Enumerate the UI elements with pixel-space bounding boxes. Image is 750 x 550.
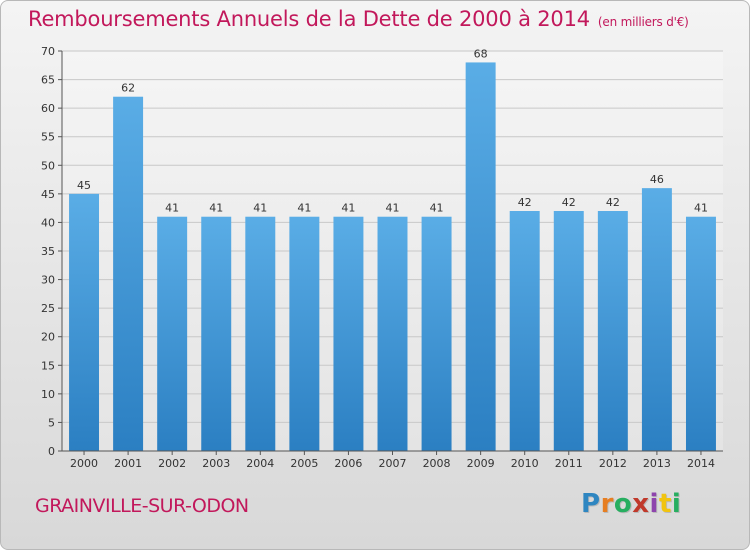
logo-letter: x [632,489,650,519]
x-tick-label: 2011 [555,457,583,470]
chart-title-text: Remboursements Annuels de la Dette de 20… [28,7,590,31]
chart-subtitle: (en milliers d'€) [597,15,689,29]
bar [553,211,584,451]
x-tick-label: 2012 [599,457,627,470]
bar-value-label: 42 [562,196,576,209]
bar [465,62,496,452]
logo-letter: t [658,489,672,519]
commune-name: GRAINVILLE-SUR-ODON [35,495,249,517]
y-tick-label: 5 [48,416,55,429]
logo-letter: P [581,489,601,519]
proxiti-logo[interactable]: Proxiti [581,489,681,519]
bar-value-label: 41 [430,202,444,215]
bar-value-label: 41 [209,202,223,215]
bar [289,216,320,451]
bars: 45 62 41 41 41 41 41 41 41 68 42 42 42 46 41 [69,47,716,452]
x-axis: 2000 2001 2002 2003 2004 2005 2006 2007 2008 2009… [62,450,723,470]
y-tick-label: 50 [41,159,55,172]
x-tick-label: 2013 [643,457,671,470]
x-tick-label: 2014 [687,457,715,470]
bar-value-label: 41 [165,202,179,215]
bar [597,211,628,451]
bar-value-label: 42 [518,196,532,209]
y-tick-label: 0 [48,445,55,458]
logo-letter: r [600,489,614,519]
bar [245,216,276,451]
bar-value-label: 41 [253,202,267,215]
y-tick-label: 40 [41,216,55,229]
x-tick-label: 2003 [202,457,230,470]
bar-value-label: 42 [606,196,620,209]
bar [201,216,232,451]
x-tick-label: 2007 [379,457,407,470]
y-tick-label: 20 [41,331,55,344]
bar [157,216,188,451]
x-tick-label: 2002 [158,457,186,470]
logo-letter: i [649,489,659,519]
y-tick-label: 70 [41,45,55,58]
bar-value-label: 62 [121,82,135,95]
x-tick-label: 2000 [70,457,98,470]
y-tick-label: 55 [41,131,55,144]
x-tick-label: 2004 [246,457,274,470]
bar [641,188,672,451]
y-tick-label: 35 [41,245,55,258]
bar [509,211,540,451]
x-tick-label: 2005 [290,457,318,470]
bar [377,216,408,451]
x-tick-label: 2001 [114,457,142,470]
bar [421,216,452,451]
chart-title: Remboursements Annuels de la Dette de 20… [28,7,689,31]
bar-value-label: 41 [341,202,355,215]
bar-value-label: 41 [694,202,708,215]
x-tick-label: 2009 [467,457,495,470]
y-tick-label: 30 [41,274,55,287]
y-tick-label: 15 [41,359,55,372]
y-tick-label: 65 [41,74,55,87]
bar-value-label: 68 [474,47,488,60]
bar-value-label: 45 [77,179,91,192]
x-tick-label: 2010 [511,457,539,470]
y-tick-label: 45 [41,188,55,201]
bar [685,216,716,451]
bar-value-label: 41 [297,202,311,215]
y-axis: 0 5 10 15 20 25 30 35 40 45 50 55 60 65 70 [41,45,63,458]
bar-value-label: 41 [386,202,400,215]
y-tick-label: 60 [41,102,55,115]
x-tick-label: 2006 [334,457,362,470]
bar-value-label: 46 [650,173,664,186]
bar [113,96,144,451]
x-tick-label: 2008 [423,457,451,470]
logo-letter: i [671,489,682,519]
y-tick-label: 25 [41,302,55,315]
logo-letter: o [613,489,633,519]
bar [69,193,100,451]
y-tick-label: 10 [41,388,55,401]
bar [333,216,364,451]
